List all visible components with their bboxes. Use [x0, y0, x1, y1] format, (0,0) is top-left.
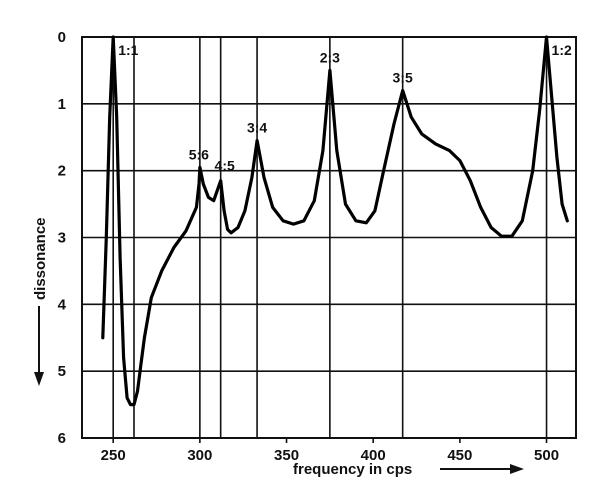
ratio-label: 2:3 [320, 49, 340, 65]
y-tick-label: 0 [58, 29, 66, 46]
ratio-label: 5:6 [189, 146, 209, 162]
y-tick-label: 6 [58, 430, 66, 447]
y-tick-label: 1 [58, 96, 66, 113]
y-tick-label: 3 [58, 230, 66, 247]
x-tick-label: 300 [187, 447, 212, 464]
y-axis-arrow [34, 306, 44, 386]
x-axis-label: frequency in cps [293, 461, 412, 478]
ratio-label: 3:4 [247, 120, 267, 136]
ratio-label: 1:1 [118, 42, 138, 58]
x-axis-arrow [440, 464, 524, 474]
x-tick-label: 500 [534, 447, 559, 464]
x-tick-label: 350 [274, 447, 299, 464]
plot-frame [81, 36, 577, 439]
ratio-label: 4:5 [215, 158, 235, 174]
x-tick-label: 250 [101, 447, 126, 464]
dissonance-curve [101, 35, 569, 407]
ratio-label: 1:2 [552, 42, 572, 58]
y-tick-label: 5 [58, 363, 66, 380]
ratio-label: 3:5 [393, 69, 413, 85]
x-tick-label: 400 [361, 447, 386, 464]
y-tick-label: 4 [58, 296, 67, 313]
x-tick-label: 450 [447, 447, 472, 464]
y-axis-label: dissonance [32, 217, 49, 300]
y-tick-label: 2 [58, 163, 66, 180]
